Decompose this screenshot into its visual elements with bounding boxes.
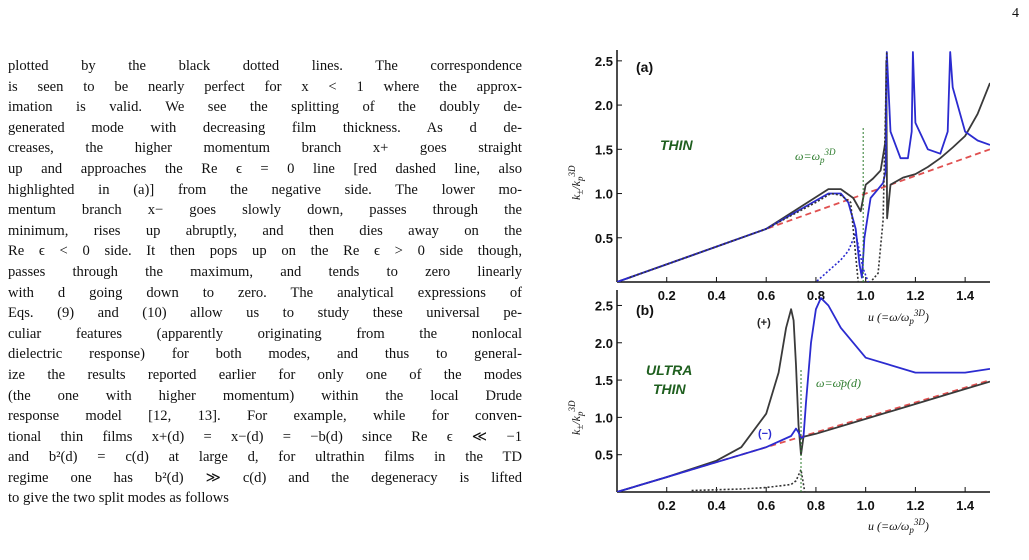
y-tick-label: 1.5 xyxy=(595,142,613,157)
body-text-line: to give the two split modes as follows xyxy=(8,490,229,507)
body-text-line: and b²(d) = c(d) at large d, for ultrath… xyxy=(8,449,522,466)
body-text-line: ize the results reported earlier for onl… xyxy=(8,366,522,383)
y-tick-label: 0.5 xyxy=(595,231,613,246)
body-text-line: creases, the higher momentum branch x+ g… xyxy=(8,140,522,157)
body-text-line: passes through the maximum, and tends to… xyxy=(8,263,522,280)
body-text-line: regime one has b²(d) ≫ c(d) and the dege… xyxy=(8,469,522,486)
body-text-line: with d going down to zero. The analytica… xyxy=(8,284,522,301)
body-text-line: dielectric response) for both modes, and… xyxy=(8,346,522,363)
x-tick-label: 0.4 xyxy=(707,498,726,513)
panel-b-ticks: 0.2 0.4 0.6 0.8 1.0 1.2 1.4 0.5 1.0 1.5 2.0 2.5 xyxy=(595,298,975,513)
x-tick-label: 1.2 xyxy=(906,288,924,303)
x-tick-label: 0.8 xyxy=(807,288,825,303)
x-tick-label: 0.2 xyxy=(658,498,676,513)
x-tick-label: 1.2 xyxy=(906,498,924,513)
y-tick-label: 0.5 xyxy=(595,448,613,463)
body-text-line: minimum, rises up abruptly, and then die… xyxy=(8,222,522,239)
y-tick-label: 1.0 xyxy=(595,187,613,202)
x-tick-label: 1.4 xyxy=(956,498,975,513)
panel-a-regime: THIN xyxy=(660,137,694,153)
y-tick-label: 2.5 xyxy=(595,298,613,313)
body-text-line: tional thin films x+(d) = x−(d) = −b(d) … xyxy=(8,428,522,445)
panel-b-plus-label: (+) xyxy=(757,317,771,329)
minus-branch-line xyxy=(617,297,990,492)
panel-b-minus-label: (−) xyxy=(758,428,772,440)
body-text-line: Eqs. (9) and (10) allow us to study thes… xyxy=(8,305,522,322)
x-tick-label: 0.6 xyxy=(757,498,775,513)
body-text-line: culiar features (apparently originating … xyxy=(8,325,522,342)
body-text: plotted by the black dotted lines. The c… xyxy=(8,56,522,509)
panel-b-regime-line2: THIN xyxy=(653,381,687,397)
x-tick-label: 1.0 xyxy=(857,498,875,513)
y-tick-label: 1.5 xyxy=(595,373,613,388)
panel-a-series xyxy=(617,51,990,282)
body-text-line: is seen to be nearly perfect for x < 1 w… xyxy=(8,78,522,95)
panel-b-x-axis-label: u (=ω/ωp3D) xyxy=(868,517,929,535)
body-text-line: response model [12, 13]. For example, wh… xyxy=(8,408,522,425)
minus-approx-line xyxy=(814,232,869,282)
plus-branch-line xyxy=(617,308,990,492)
panel-a-omega-label: ω=ωp3D xyxy=(795,147,836,165)
minus-branch-line xyxy=(617,51,990,282)
body-text-line: imation is valid. We see the splitting o… xyxy=(8,99,522,116)
panel-a-ticks: 0.2 0.4 0.6 0.8 1.0 1.2 1.4 0.5 1.0 1.5 2.0 2.5 xyxy=(595,54,975,303)
x-tick-label: 0.4 xyxy=(707,288,726,303)
panel-b-y-axis-label: k±/kp3D xyxy=(567,400,585,435)
approx-line xyxy=(629,51,888,282)
panel-b-omega-label: ω=ω̄p(d) xyxy=(816,376,861,390)
y-tick-label: 1.0 xyxy=(595,410,613,425)
body-text-line: (the one with higher momentum) within th… xyxy=(8,387,522,404)
panel-a: 0.2 0.4 0.6 0.8 1.0 1.2 1.4 0.5 1.0 1.5 2.0 2.5 (a)… xyxy=(567,50,990,326)
panel-a-label: (a) xyxy=(636,59,653,75)
body-text-line: generated mode with decreasing film thic… xyxy=(8,119,522,136)
body-text-line: highlighted in (a)] from the negative si… xyxy=(8,181,522,198)
panel-b-regime-line1: ULTRA xyxy=(646,362,692,378)
x-tick-label: 0.6 xyxy=(757,288,775,303)
body-text-line: up and approaches the Re ϵ = 0 line [red… xyxy=(8,160,522,177)
y-tick-label: 2.0 xyxy=(595,336,613,351)
plus-branch-line xyxy=(617,59,990,282)
panel-a-y-axis-label: k±/kp3D xyxy=(567,165,585,200)
y-tick-label: 2.0 xyxy=(595,98,613,113)
body-text-line: Re ϵ < 0 side. It then pops up on the Re… xyxy=(8,243,522,260)
x-tick-label: 0.2 xyxy=(658,288,676,303)
x-tick-label: 1.0 xyxy=(857,288,875,303)
panel-b-label: (b) xyxy=(636,302,654,318)
x-tick-label: 1.4 xyxy=(956,288,975,303)
figure: 0.2 0.4 0.6 0.8 1.0 1.2 1.4 0.5 1.0 1.5 2.0 2.5 (a)… xyxy=(560,50,1029,555)
panel-a-x-axis-label: u (=ω/ωp3D) xyxy=(868,308,929,326)
panel-b: 0.2 0.4 0.6 0.8 1.0 1.2 1.4 0.5 1.0 1.5 2.0 2.5 (b)… xyxy=(567,290,990,535)
y-tick-label: 2.5 xyxy=(595,54,613,69)
body-text-line: plotted by the black dotted lines. The c… xyxy=(8,58,522,74)
body-text-line: mentum branch x− goes slowly down, passe… xyxy=(8,202,522,219)
panel-b-series xyxy=(617,297,990,492)
x-tick-label: 0.8 xyxy=(807,498,825,513)
figure-svg: 0.2 0.4 0.6 0.8 1.0 1.2 1.4 0.5 1.0 1.5 2.0 2.5 (a)… xyxy=(567,50,990,535)
page-number: 4 xyxy=(1012,6,1019,21)
